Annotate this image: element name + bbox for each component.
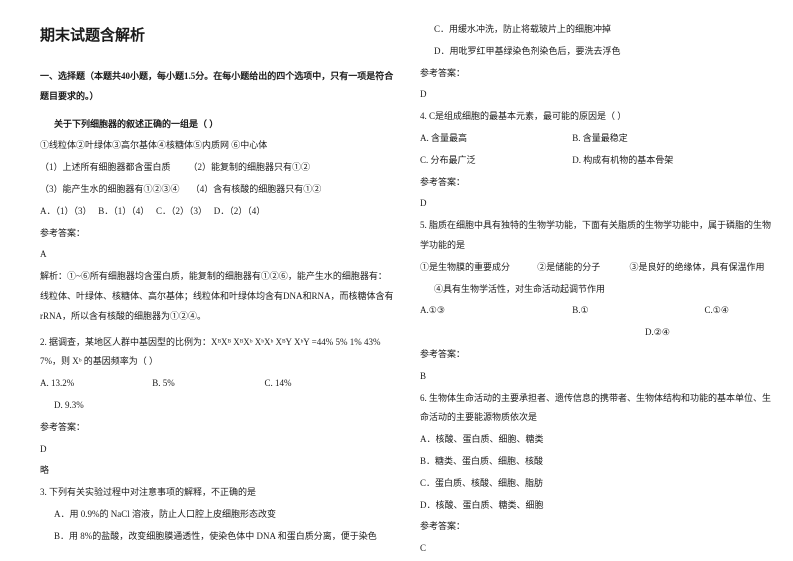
q6-optA: A．核酸、蛋白质、细胞、糖类 — [420, 430, 775, 450]
q1-sub3: （3）能产生水的细胞器有①②③④ — [40, 184, 180, 194]
q6-ans: C — [420, 539, 775, 559]
q5-row1: ①是生物膜的重要成分 ②是储能的分子 ③是良好的绝缘体，具有保温作用 — [420, 258, 775, 278]
q4-row2: C. 分布最广泛 D. 构成有机物的基本骨架 — [420, 151, 775, 171]
q1-optD: D．（2）（4） — [214, 206, 266, 216]
doc-title: 期末试题含解析 — [40, 20, 395, 53]
q1-ans-label: 参考答案： — [40, 224, 395, 244]
q2-optC: C. 14% — [265, 378, 292, 388]
q2-optD: D. 9.3% — [40, 396, 395, 416]
q1-sub1: （1）上述所有细胞器都含蛋白质 — [40, 162, 171, 172]
q2-ans: D — [40, 440, 395, 460]
q2-stem: 2. 据调查，某地区人群中基因型的比例为：XᴮXᴮ XᴮXᵇ XᵇXᵇ XᴮY … — [40, 333, 395, 373]
q6-optB: B．糖类、蛋白质、细胞、核酸 — [420, 452, 775, 472]
q4-ans: D — [420, 194, 775, 214]
q5-optB: B.① — [572, 301, 702, 321]
q5-optA: A.①③ — [420, 301, 570, 321]
q4-ans-label: 参考答案： — [420, 173, 775, 193]
q3-ans-label: 参考答案： — [420, 64, 775, 84]
q5-ans: B — [420, 367, 775, 387]
q3-stem: 3. 下列有关实验过程中对注意事项的解释，不正确的是 — [40, 483, 395, 503]
q4-optA: A. 含量最高 — [420, 129, 570, 149]
q5-stem: 5. 脂质在细胞中具有独特的生物学功能，下面有关脂质的生物学功能中，属于磷脂的生… — [420, 216, 775, 256]
q5-optC: C.①④ — [705, 305, 729, 315]
q1-sub-row2: （3）能产生水的细胞器有①②③④ （4）含有核酸的细胞器只有①② — [40, 180, 395, 200]
q3-optB: B．用 8%的盐酸，改变细胞膜通透性，使染色体中 DNA 和蛋白质分离，便于染色 — [40, 527, 395, 547]
q5-opts-row1: A.①③ B.① C.①④ — [420, 301, 775, 321]
q5-2: ②是储能的分子 — [537, 258, 627, 278]
q1-sub4: （4）含有核酸的细胞器只有①② — [191, 184, 322, 194]
q4-optB: B. 含量最稳定 — [572, 133, 628, 143]
q3-optC: C．用缓水冲洗，防止将载玻片上的细胞冲掉 — [420, 20, 775, 40]
q1-stem: 关于下列细胞器的叙述正确的一组是（ ） — [40, 115, 395, 135]
q6-optD: D．核酸、蛋白质、糖类、细胞 — [420, 496, 775, 516]
q4-stem: 4. C是组成细胞的最基本元素，最可能的原因是（ ） — [420, 107, 775, 127]
q4-row1: A. 含量最高 B. 含量最稳定 — [420, 129, 775, 149]
column-right: C．用缓水冲洗，防止将载玻片上的细胞冲掉 D．用吡罗红甲基绿染色剂染色后，要洗去… — [420, 20, 775, 561]
q1-list: ①线粒体②叶绿体③高尔基体④核糖体⑤内质网 ⑥中心体 — [40, 136, 395, 156]
q1-optA: A．（1）（3） — [40, 206, 92, 216]
q6-optC: C．蛋白质、核酸、细胞、脂肪 — [420, 474, 775, 494]
q5-3: ③是良好的绝缘体，具有保温作用 — [630, 262, 765, 272]
q5-optD: D.②④ — [420, 323, 775, 343]
q5-4: ④具有生物学活性，对生命活动起调节作用 — [420, 280, 775, 300]
q6-ans-label: 参考答案： — [420, 517, 775, 537]
q2-ans-label: 参考答案： — [40, 418, 395, 438]
q1-sub2: （2）能复制的细胞器只有①② — [189, 162, 311, 172]
q1-optC: C．（2）（3） — [156, 206, 207, 216]
q6-stem: 6. 生物体生命活动的主要承担者、遗传信息的携带者、生物体结构和功能的基本单位、… — [420, 389, 775, 429]
q2-expl: 略 — [40, 461, 395, 481]
q2-optA: A. 13.2% — [40, 374, 150, 394]
q4-optD: D. 构成有机物的基本骨架 — [572, 155, 673, 165]
q3-ans: D — [420, 85, 775, 105]
q1-optB: B．（1）（4） — [98, 206, 149, 216]
column-left: 期末试题含解析 一、选择题（本题共40小题，每小题1.5分。在每小题给出的四个选… — [40, 20, 395, 549]
q5-1: ①是生物膜的重要成分 — [420, 258, 535, 278]
q1-sub-row1: （1）上述所有细胞器都含蛋白质 （2）能复制的细胞器只有①② — [40, 158, 395, 178]
q2-optB: B. 5% — [152, 374, 262, 394]
q1-ans: A — [40, 245, 395, 265]
q1-explanation: 解析：①~⑥所有细胞器均含蛋白质，能复制的细胞器有①②⑥，能产生水的细胞器有：线… — [40, 267, 395, 326]
q3-optA: A．用 0.9%的 NaCl 溶液，防止人口腔上皮细胞形态改变 — [40, 505, 395, 525]
q1-options: A．（1）（3） B．（1）（4） C．（2）（3） D．（2）（4） — [40, 202, 395, 222]
q5-ans-label: 参考答案： — [420, 345, 775, 365]
section-1-head: 一、选择题（本题共40小题，每小题1.5分。在每小题给出的四个选项中，只有一项是… — [40, 67, 395, 107]
q3-optD: D．用吡罗红甲基绿染色剂染色后，要洗去浮色 — [420, 42, 775, 62]
q2-options-row1: A. 13.2% B. 5% C. 14% — [40, 374, 395, 394]
q4-optC: C. 分布最广泛 — [420, 151, 570, 171]
